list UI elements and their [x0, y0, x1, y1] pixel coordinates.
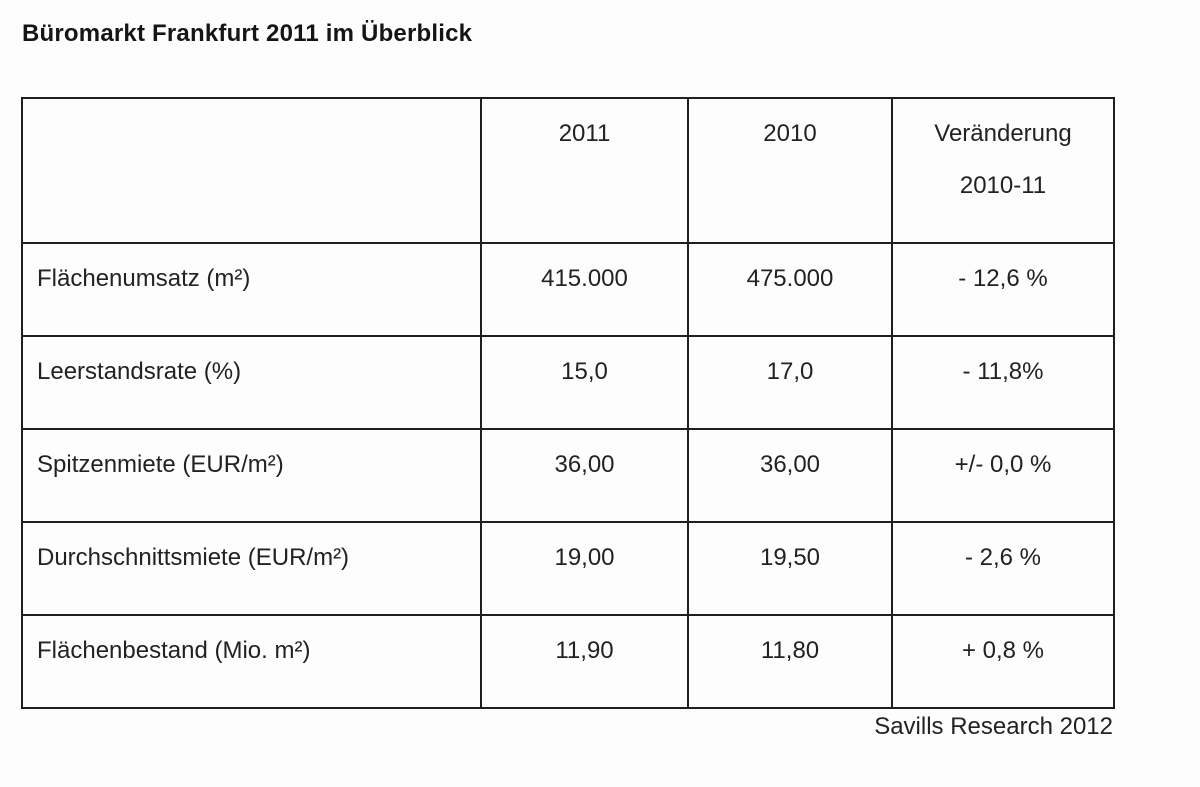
table-row: Spitzenmiete (EUR/m²) 36,00 36,00 +/- 0,… [21, 428, 1115, 523]
value-2011: 11,90 [480, 614, 689, 709]
row-label: Flächenumsatz (m²) [21, 242, 482, 337]
row-label: Spitzenmiete (EUR/m²) [21, 428, 482, 523]
header-cell-2010: 2010 [687, 97, 893, 244]
header-cell-change: Veränderung 2010-11 [891, 97, 1115, 244]
value-2010: 11,80 [687, 614, 893, 709]
value-2010: 36,00 [687, 428, 893, 523]
header-cell-empty [21, 97, 482, 244]
row-label: Durchschnittsmiete (EUR/m²) [21, 521, 482, 616]
header-cell-2011: 2011 [480, 97, 689, 244]
value-change: - 12,6 % [891, 242, 1115, 337]
table-row: Flächenbestand (Mio. m²) 11,90 11,80 + 0… [21, 614, 1115, 709]
table-header-row: 2011 2010 Veränderung 2010-11 [21, 97, 1115, 244]
header-change-line1: Veränderung [934, 120, 1072, 147]
value-change: +/- 0,0 % [891, 428, 1115, 523]
row-label: Leerstandsrate (%) [21, 335, 482, 430]
value-change: + 0,8 % [891, 614, 1115, 709]
value-2011: 19,00 [480, 521, 689, 616]
value-2011: 15,0 [480, 335, 689, 430]
table-row: Leerstandsrate (%) 15,0 17,0 - 11,8% [21, 335, 1115, 430]
value-2011: 36,00 [480, 428, 689, 523]
table-row: Flächenumsatz (m²) 415.000 475.000 - 12,… [21, 242, 1115, 337]
value-2010: 19,50 [687, 521, 893, 616]
value-change: - 11,8% [891, 335, 1115, 430]
row-label: Flächenbestand (Mio. m²) [21, 614, 482, 709]
market-overview-table: 2011 2010 Veränderung 2010-11 Flächenums… [21, 97, 1115, 709]
source-credit: Savills Research 2012 [874, 713, 1113, 740]
value-2010: 475.000 [687, 242, 893, 337]
page-title: Büromarkt Frankfurt 2011 im Überblick [22, 20, 473, 47]
value-change: - 2,6 % [891, 521, 1115, 616]
value-2010: 17,0 [687, 335, 893, 430]
header-change-line2: 2010-11 [959, 172, 1047, 199]
value-2011: 415.000 [480, 242, 689, 337]
table-row: Durchschnittsmiete (EUR/m²) 19,00 19,50 … [21, 521, 1115, 616]
